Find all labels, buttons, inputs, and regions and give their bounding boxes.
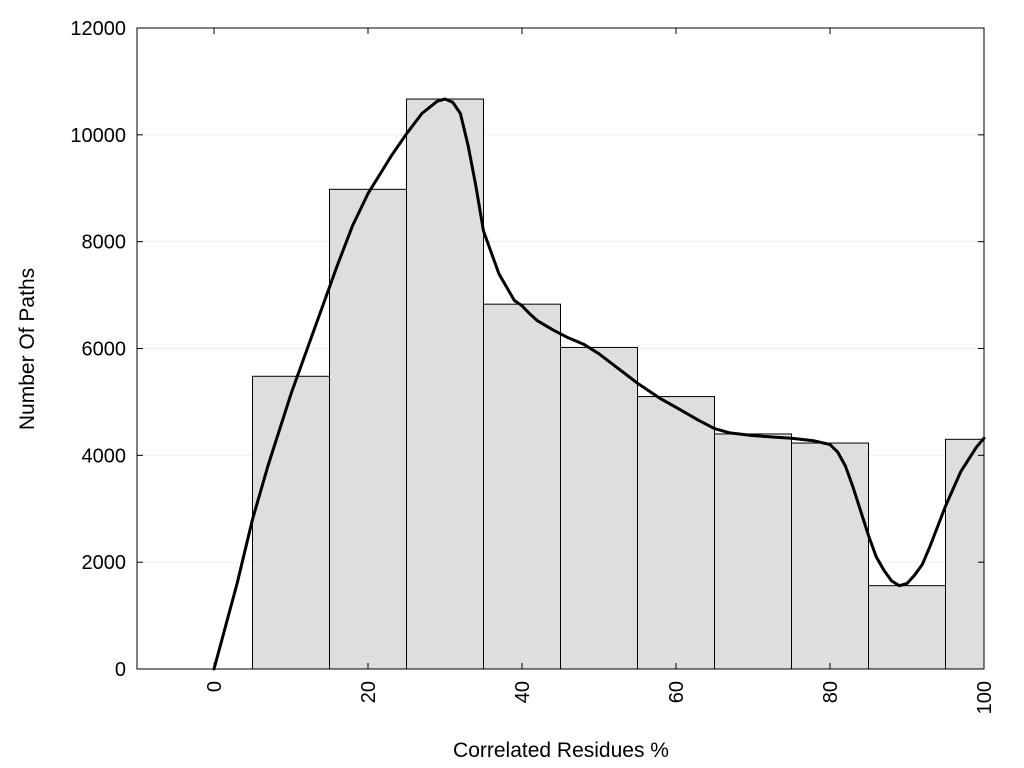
y-axis-title: Number Of Paths — [16, 268, 39, 430]
y-tick-label: 8000 — [82, 232, 127, 254]
x-tick-label: 0 — [204, 681, 226, 692]
x-tick-label: 40 — [512, 681, 534, 703]
histogram-bar — [329, 188, 407, 670]
histogram-bar — [714, 433, 792, 670]
y-tick-label: 0 — [115, 659, 126, 681]
histogram-bars — [252, 98, 985, 670]
x-tick-label: 60 — [666, 681, 688, 703]
histogram-bar — [406, 98, 484, 670]
y-tick-label: 10000 — [70, 125, 126, 147]
x-tick-label: 100 — [974, 681, 996, 714]
smoothed-curve-line — [212, 97, 986, 671]
y-tick-label: 6000 — [82, 339, 127, 361]
x-tick-label: 20 — [358, 681, 380, 703]
y-tick-label: 4000 — [82, 445, 127, 467]
histogram-bar — [945, 438, 985, 670]
histogram-bar — [868, 585, 946, 670]
histogram-bar — [560, 346, 638, 670]
y-tick-label: 2000 — [82, 552, 127, 574]
histogram-bar — [252, 375, 330, 670]
y-tick-label: 12000 — [70, 18, 126, 40]
histogram-bar — [791, 442, 869, 670]
x-tick-label: 80 — [820, 681, 842, 703]
x-axis-title: Correlated Residues % — [453, 739, 669, 762]
x-axis-ticks: 0 20 40 60 80 100 — [204, 28, 996, 714]
y-axis-ticks: 0 2000 4000 6000 8000 10000 12000 — [70, 18, 984, 681]
histogram-bar — [637, 396, 715, 670]
histogram-bar — [483, 303, 561, 670]
